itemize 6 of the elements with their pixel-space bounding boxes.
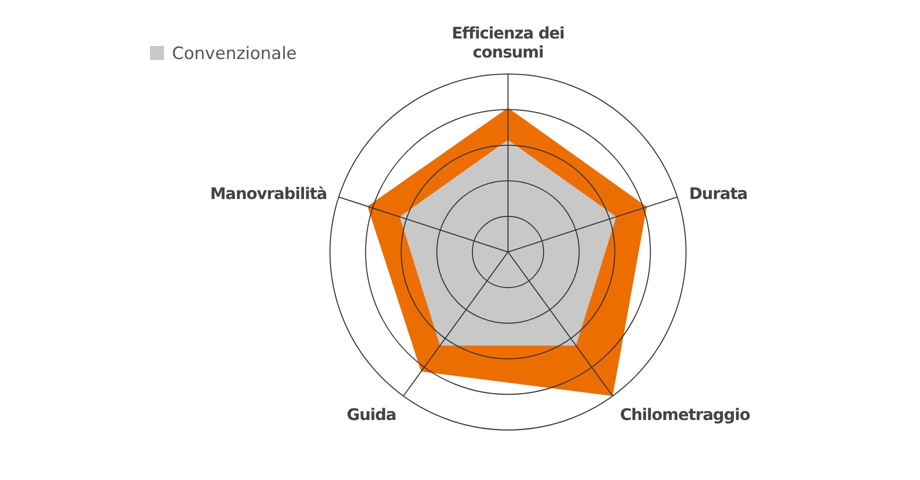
spoke-label: Guida — [346, 405, 396, 424]
spoke-label: Efficienza dei consumi — [452, 24, 564, 62]
spoke-label: Chilometraggio — [620, 405, 750, 424]
legend-label: Convenzionale — [172, 44, 297, 64]
spoke-label: Durata — [689, 184, 748, 204]
spoke-label: Manovrabilità — [210, 184, 327, 204]
